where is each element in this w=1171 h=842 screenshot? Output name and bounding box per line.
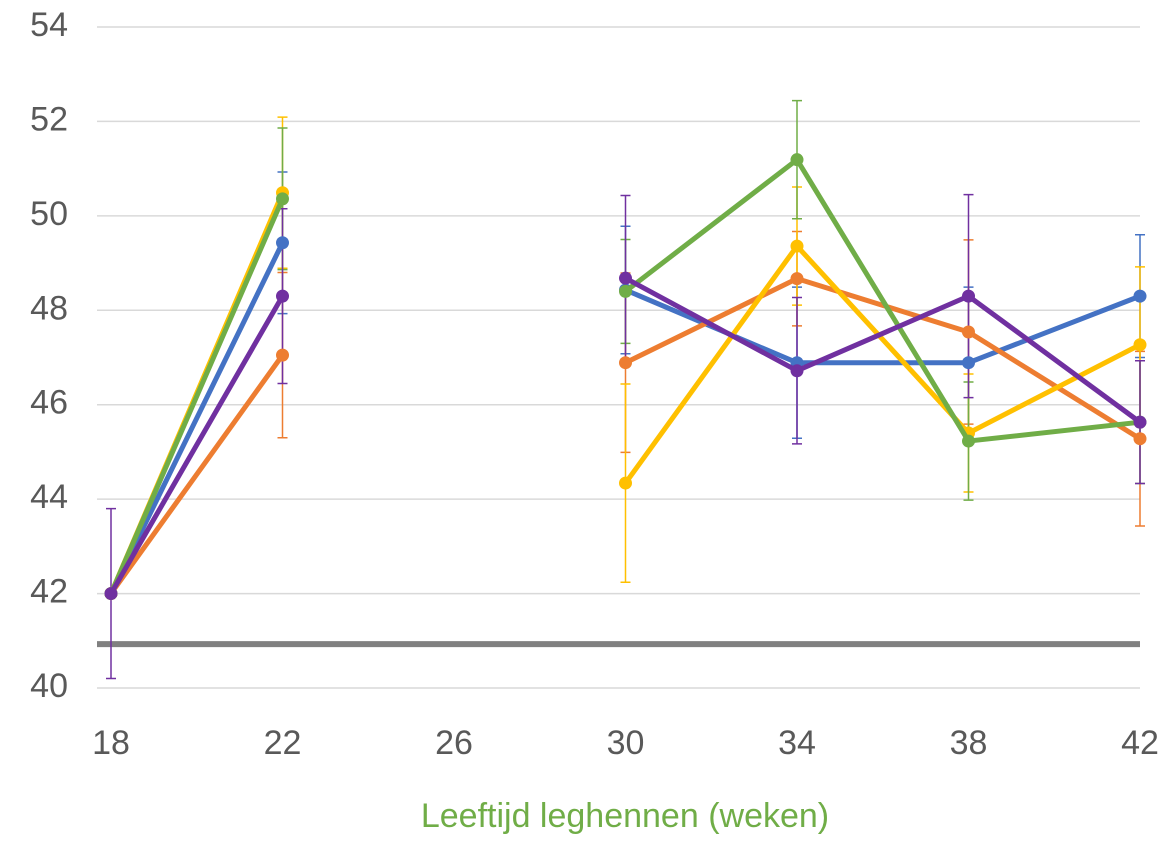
point <box>962 356 975 370</box>
y-tick-label: 50 <box>30 195 68 233</box>
x-tick-label: 18 <box>92 724 130 762</box>
point <box>276 236 289 250</box>
y-tick-label: 46 <box>30 384 68 422</box>
point <box>1133 289 1147 303</box>
y-tick-label: 42 <box>30 573 68 611</box>
point <box>276 192 289 206</box>
point <box>619 356 632 370</box>
point <box>619 271 632 285</box>
point <box>619 284 632 298</box>
point <box>790 272 804 286</box>
series-line <box>108 157 1141 595</box>
point <box>619 476 632 490</box>
point <box>276 348 289 362</box>
point <box>962 434 975 448</box>
y-tick-label: 44 <box>30 478 68 516</box>
point <box>962 289 975 303</box>
x-tick-label: 38 <box>950 724 988 762</box>
series-line <box>108 276 1142 596</box>
x-tick-label: 42 <box>1121 724 1159 762</box>
y-tick-label: 54 <box>30 6 68 44</box>
point <box>1133 415 1147 429</box>
y-tick-label: 52 <box>30 100 68 138</box>
x-tick-label: 26 <box>435 724 473 762</box>
point <box>1133 338 1147 352</box>
series-line <box>108 275 1142 595</box>
x-tick-label: 30 <box>607 724 645 762</box>
point <box>790 364 804 378</box>
x-tick-label: 34 <box>778 724 816 762</box>
y-tick-label: 48 <box>30 289 68 327</box>
point <box>276 289 289 303</box>
point <box>790 153 804 167</box>
point <box>1133 432 1147 446</box>
point <box>104 587 118 601</box>
point <box>790 239 804 253</box>
x-tick-label: 22 <box>264 724 302 762</box>
point <box>962 325 975 339</box>
y-tick-label: 40 <box>30 667 68 705</box>
x-axis-label: Leeftijd leghennen (weken) <box>421 797 829 835</box>
